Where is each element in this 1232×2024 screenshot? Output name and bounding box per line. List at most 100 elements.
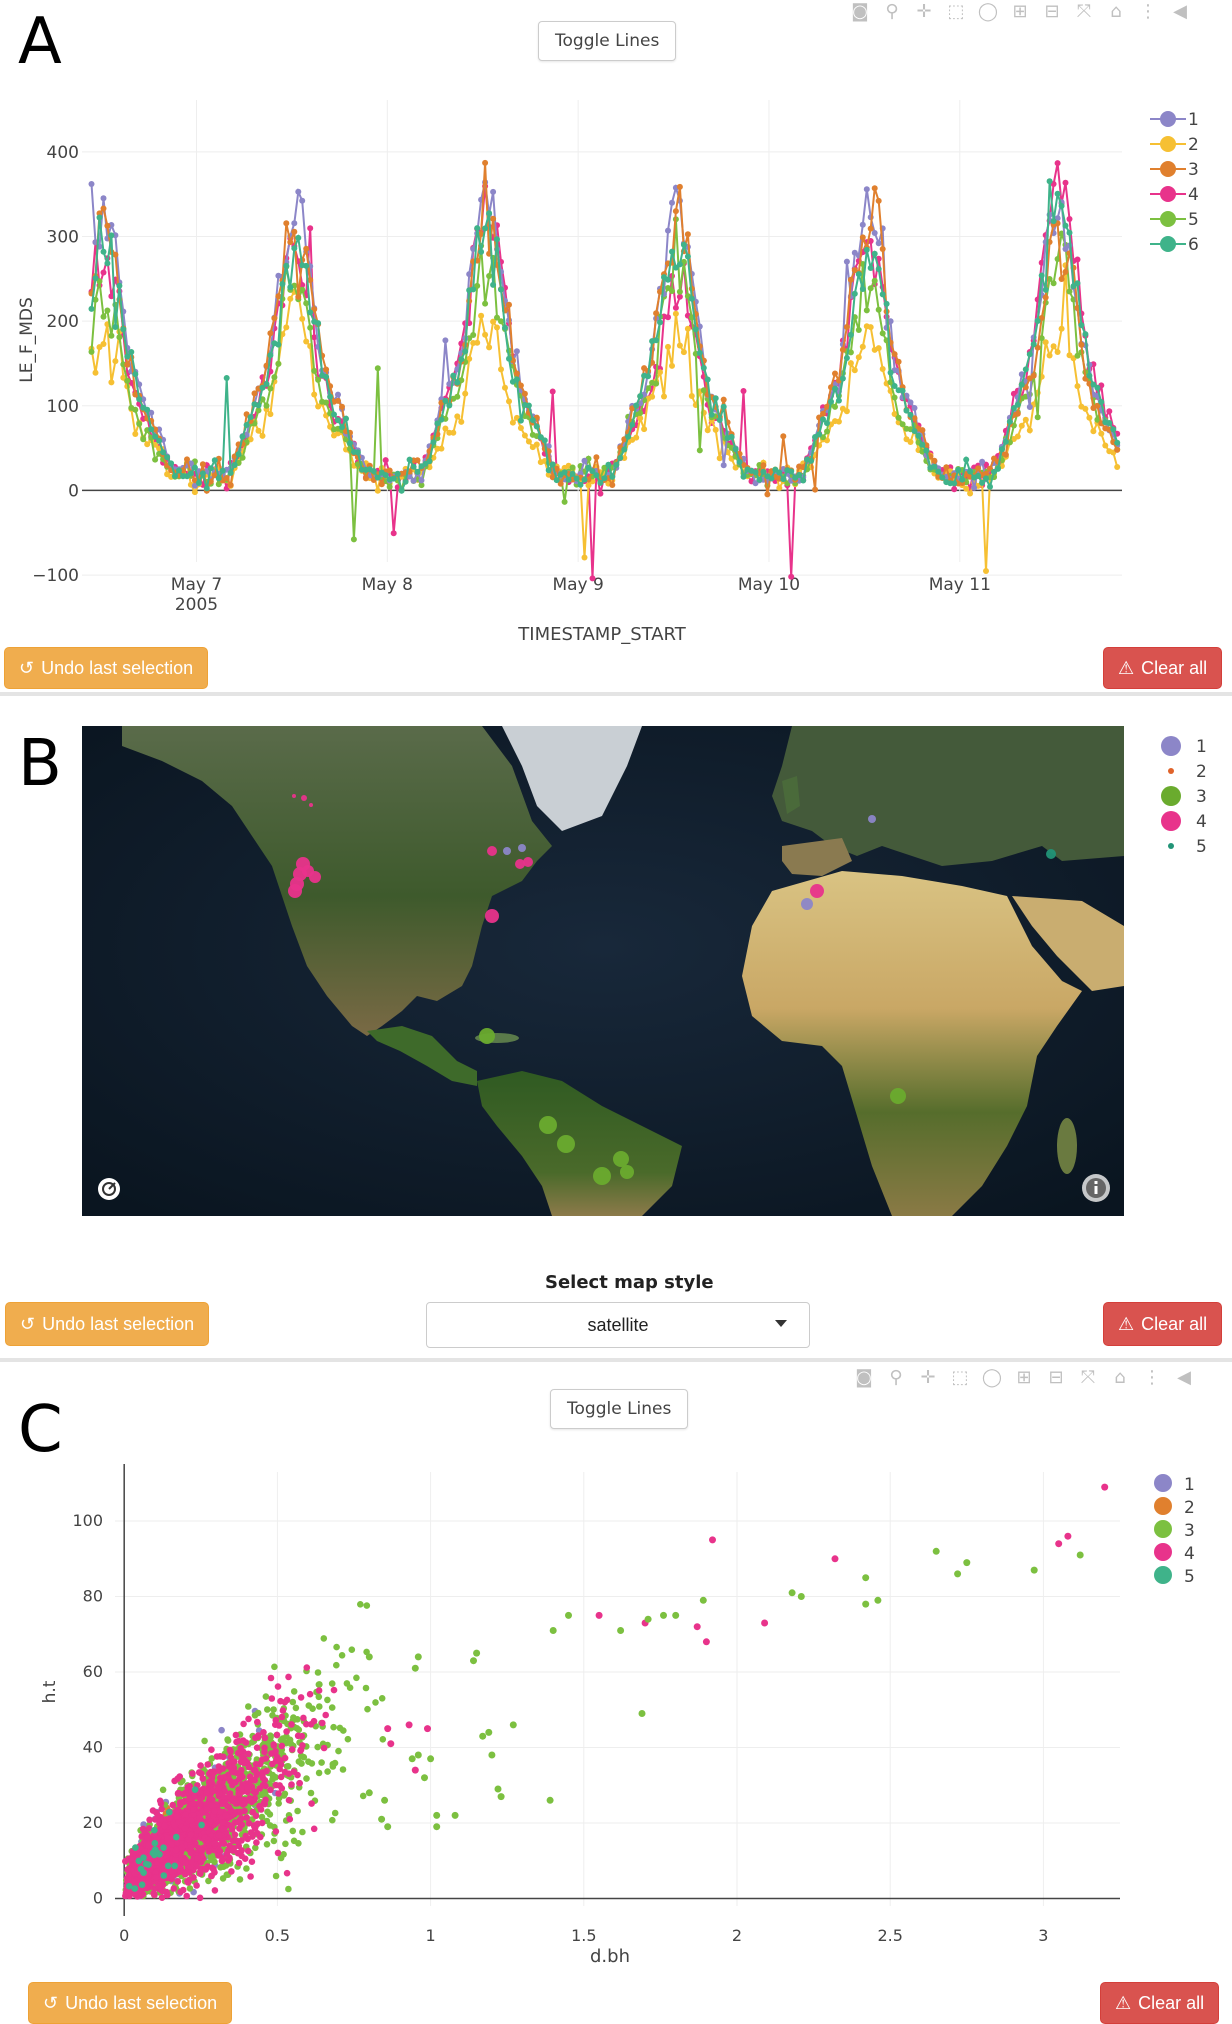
- map-marker-4[interactable]: [301, 795, 307, 801]
- info-icon[interactable]: [1082, 1174, 1110, 1202]
- scatter-point-3: [359, 1792, 367, 1800]
- camera-icon[interactable]: ◙: [855, 1366, 873, 1388]
- legend-item-4[interactable]: 4: [1148, 182, 1199, 207]
- map-marker-1[interactable]: [801, 898, 813, 910]
- legend-item-3[interactable]: 3: [1150, 1519, 1195, 1542]
- pan-icon[interactable]: ✛: [916, 0, 932, 22]
- scatter-point-3: [348, 1646, 356, 1653]
- legend-item-2[interactable]: 2: [1156, 759, 1207, 784]
- map-marker-4[interactable]: [309, 803, 313, 807]
- series-5[interactable]: [88, 216, 1121, 543]
- scatter-point-3: [201, 1737, 208, 1745]
- map-style-select[interactable]: satellite: [426, 1302, 810, 1348]
- zoom-out-icon[interactable]: ⊟: [1048, 1366, 1064, 1388]
- legend-symbol: [1148, 182, 1188, 207]
- data-point: [211, 457, 218, 464]
- panel-a-undo-button[interactable]: ↺ Undo last selection: [4, 647, 209, 689]
- autoscale-icon[interactable]: ⤧: [1080, 1366, 1096, 1388]
- zoom-icon[interactable]: ⚲: [885, 0, 899, 22]
- legend-item-4[interactable]: 4: [1156, 809, 1207, 834]
- spike-lines-icon[interactable]: ⋮: [1143, 1366, 1161, 1388]
- map-marker-4[interactable]: [523, 857, 533, 867]
- map-marker-3[interactable]: [620, 1165, 634, 1179]
- spike-lines-icon[interactable]: ⋮: [1139, 0, 1157, 22]
- legend-item-5[interactable]: 5: [1156, 834, 1207, 859]
- data-point: [728, 433, 735, 440]
- legend-item-2[interactable]: 2: [1150, 1496, 1195, 1519]
- legend-item-1[interactable]: 1: [1148, 107, 1199, 132]
- reset-axes-icon[interactable]: ⌂: [1110, 0, 1122, 22]
- legend-item-4[interactable]: 4: [1150, 1542, 1195, 1565]
- legend-label: 2: [1184, 1497, 1195, 1518]
- scatter-points[interactable]: [122, 1483, 1109, 1902]
- series-4[interactable]: [88, 160, 1121, 582]
- scatter-point-4: [233, 1738, 240, 1746]
- x-tick-label: 2005: [175, 595, 218, 615]
- compass-icon[interactable]: [98, 1178, 120, 1200]
- panel-a-toggle-lines-button[interactable]: Toggle Lines: [538, 21, 677, 61]
- panel-b-clear-button[interactable]: ⚠ Clear all: [1103, 1302, 1223, 1346]
- map-marker-4[interactable]: [515, 859, 525, 869]
- hover-compare-icon[interactable]: ◀: [1177, 1366, 1191, 1388]
- panel-c-toggle-lines-button[interactable]: Toggle Lines: [550, 1389, 689, 1429]
- box-select-icon[interactable]: ⬚: [947, 0, 965, 22]
- zoom-icon[interactable]: ⚲: [889, 1366, 903, 1388]
- panel-b-undo-button[interactable]: ↺ Undo last selection: [5, 1302, 210, 1346]
- hover-compare-icon[interactable]: ◀: [1173, 0, 1187, 22]
- map-marker-4[interactable]: [810, 884, 824, 898]
- map-marker-3[interactable]: [557, 1135, 575, 1153]
- map-marker-1[interactable]: [868, 815, 876, 823]
- legend-item-6[interactable]: 6: [1148, 232, 1199, 257]
- map-marker-3[interactable]: [613, 1151, 629, 1167]
- data-point: [653, 380, 660, 387]
- world-map[interactable]: [82, 726, 1124, 1216]
- map-marker-5[interactable]: [1046, 849, 1056, 859]
- scatter-point-4: [208, 1802, 216, 1809]
- map-marker-3[interactable]: [890, 1088, 906, 1104]
- map-marker-3[interactable]: [593, 1167, 611, 1185]
- autoscale-icon[interactable]: ⤧: [1076, 0, 1092, 22]
- legend-item-5[interactable]: 5: [1148, 207, 1199, 232]
- reset-axes-icon[interactable]: ⌂: [1114, 1366, 1126, 1388]
- data-point: [573, 475, 580, 482]
- series-6[interactable]: [88, 178, 1121, 494]
- map-marker-1[interactable]: [503, 847, 511, 855]
- map-marker-1[interactable]: [518, 844, 526, 852]
- panel-a-clear-button[interactable]: ⚠ Clear all: [1103, 647, 1223, 689]
- map-marker-4[interactable]: [487, 846, 497, 856]
- map-marker-3[interactable]: [539, 1116, 557, 1134]
- data-point: [684, 253, 691, 260]
- map-marker-4[interactable]: [292, 794, 296, 798]
- legend-item-1[interactable]: 1: [1150, 1473, 1195, 1496]
- series-2[interactable]: [88, 262, 1121, 574]
- legend-item-1[interactable]: 1: [1156, 734, 1207, 759]
- scatter-point-3: [316, 1703, 323, 1710]
- lasso-select-icon[interactable]: ◯: [981, 1366, 1003, 1388]
- legend-item-5[interactable]: 5: [1150, 1565, 1195, 1588]
- pan-icon[interactable]: ✛: [920, 1366, 936, 1388]
- map-marker-4[interactable]: [288, 884, 302, 898]
- data-point: [239, 454, 246, 461]
- series-3[interactable]: [88, 159, 1121, 498]
- legend-item-2[interactable]: 2: [1148, 132, 1199, 157]
- panel-c-undo-button[interactable]: ↺ Undo last selection: [28, 1982, 233, 2024]
- camera-icon[interactable]: ◙: [851, 0, 869, 22]
- data-point: [124, 361, 131, 368]
- map-marker-3[interactable]: [479, 1028, 495, 1044]
- box-select-icon[interactable]: ⬚: [951, 1366, 969, 1388]
- satellite-map-canvas[interactable]: [82, 726, 1124, 1216]
- legend-item-3[interactable]: 3: [1156, 784, 1207, 809]
- map-marker-4[interactable]: [485, 909, 499, 923]
- scatter-point-4: [203, 1789, 210, 1797]
- map-marker-4[interactable]: [302, 865, 314, 877]
- zoom-out-icon[interactable]: ⊟: [1044, 0, 1060, 22]
- legend-item-3[interactable]: 3: [1148, 157, 1199, 182]
- lasso-select-icon[interactable]: ◯: [977, 0, 999, 22]
- scatter-point-4: [190, 1806, 197, 1813]
- zoom-in-icon[interactable]: ⊞: [1012, 0, 1028, 22]
- scatter-point-3: [264, 1706, 271, 1713]
- data-point: [402, 478, 409, 485]
- zoom-in-icon[interactable]: ⊞: [1016, 1366, 1032, 1388]
